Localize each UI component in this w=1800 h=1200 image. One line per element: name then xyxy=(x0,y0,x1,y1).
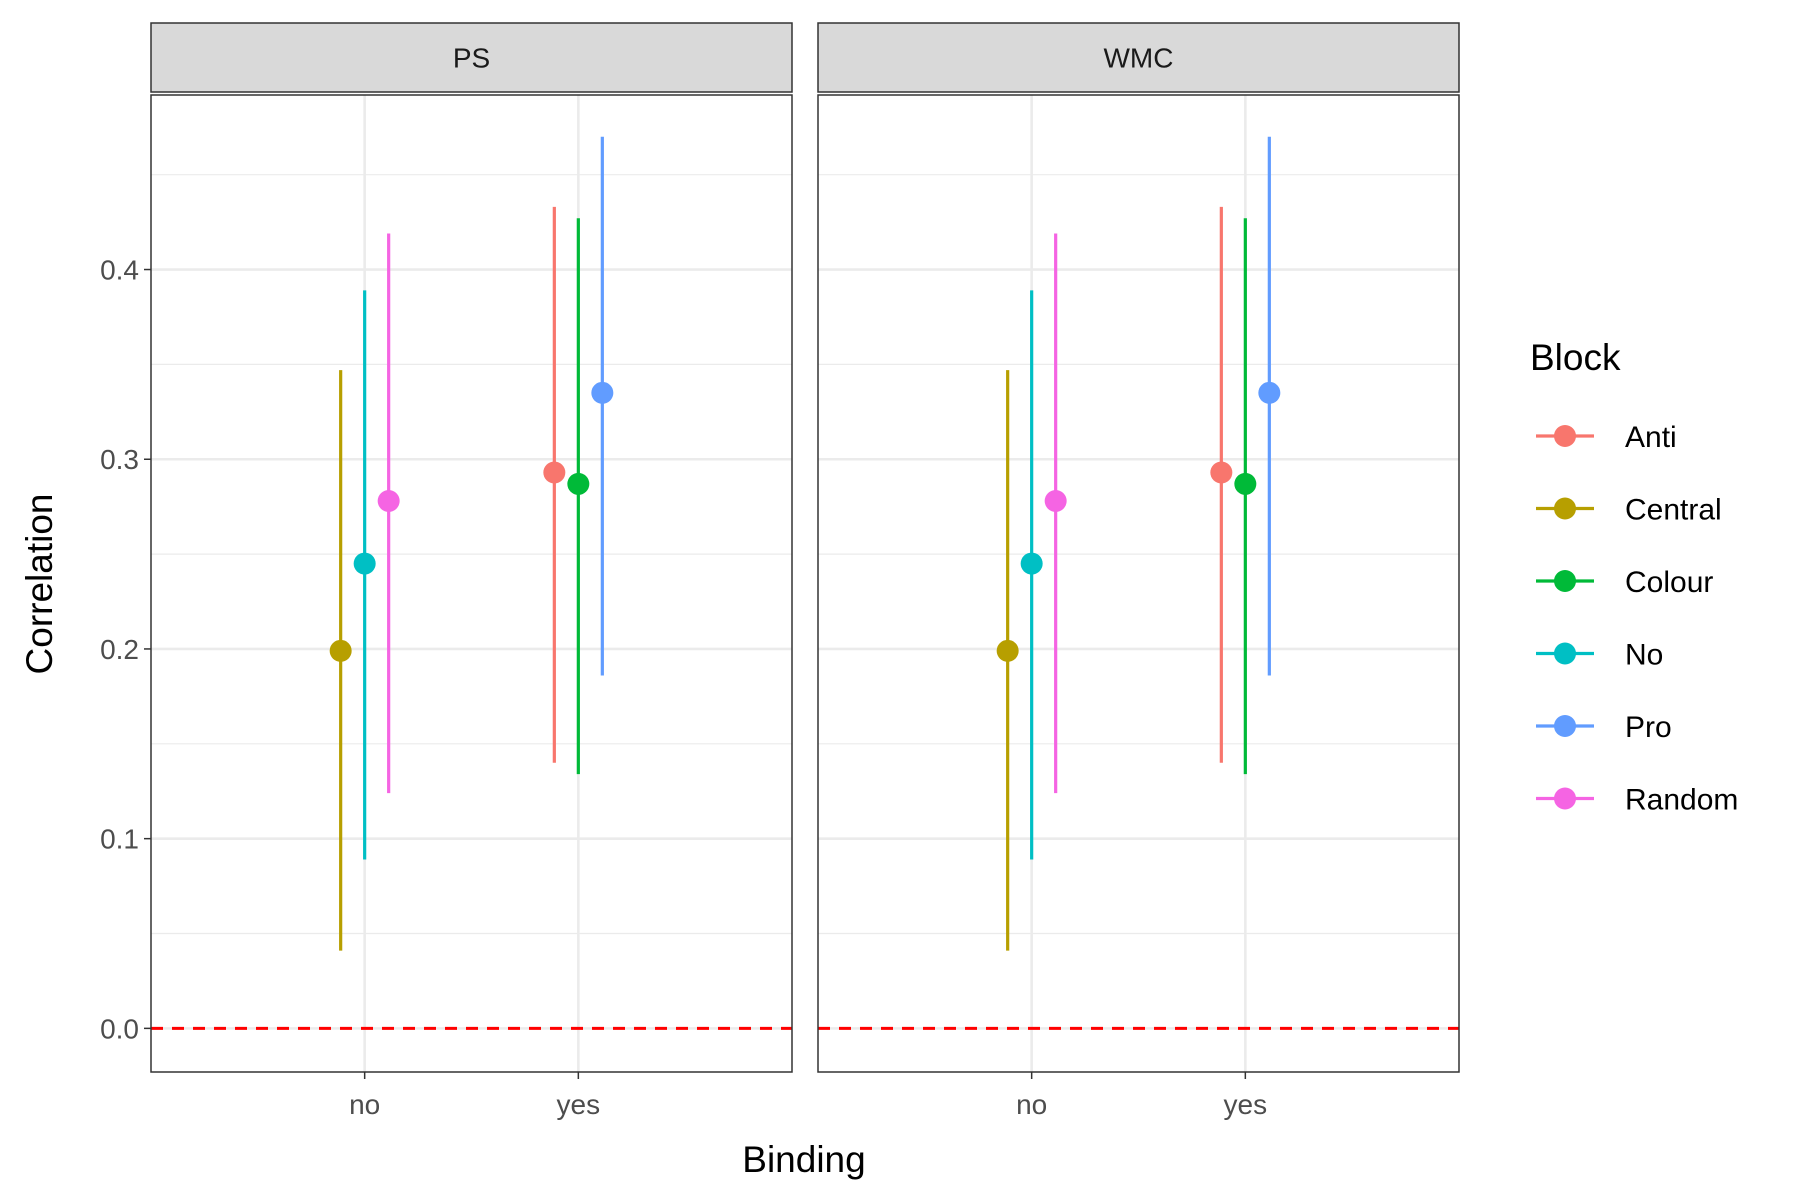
y-axis-title: Correlation xyxy=(19,494,60,675)
y-tick-label: 0.4 xyxy=(100,255,139,286)
facets-layer: PS no yes WMC no yes xyxy=(150,22,1460,1120)
facet-panel-ps: PS no yes xyxy=(150,22,793,1120)
point-random-no xyxy=(1044,489,1067,512)
legend-label-anti: Anti xyxy=(1625,421,1677,454)
legend-item-anti: Anti xyxy=(1536,421,1677,454)
point-pro-yes xyxy=(1258,381,1281,404)
panel-border xyxy=(150,94,793,1073)
x-tick-label-no: no xyxy=(1016,1089,1047,1120)
legend-item-colour: Colour xyxy=(1536,566,1713,599)
panel-border xyxy=(817,94,1460,1073)
legend-label-pro: Pro xyxy=(1625,711,1672,744)
x-axis-title: Binding xyxy=(742,1139,865,1180)
legend-key-point xyxy=(1554,642,1576,665)
facet-panel-wmc: WMC no yes xyxy=(817,22,1460,1120)
x-tick-label-yes: yes xyxy=(557,1089,601,1120)
y-axis: 0.0 0.1 0.2 0.3 0.4 xyxy=(100,255,151,1044)
legend-key-point xyxy=(1554,425,1576,447)
legend-key-point xyxy=(1554,570,1576,592)
point-central-no xyxy=(996,639,1019,662)
point-pro-yes xyxy=(591,381,614,404)
point-no-no xyxy=(353,552,376,575)
legend-title: Block xyxy=(1530,337,1621,378)
legend-item-random: Random xyxy=(1536,784,1738,817)
point-random-no xyxy=(377,489,400,512)
panel-background xyxy=(151,95,792,1072)
legend: Block Anti Central Colour No Pro Random xyxy=(1530,337,1738,817)
point-colour-yes xyxy=(1234,472,1257,495)
point-colour-yes xyxy=(567,472,590,495)
legend-label-central: Central xyxy=(1625,494,1722,527)
point-central-no xyxy=(329,639,352,662)
legend-item-pro: Pro xyxy=(1536,711,1672,744)
legend-key-point xyxy=(1554,497,1576,520)
legend-key-point xyxy=(1554,787,1576,810)
y-tick-label: 0.0 xyxy=(100,1013,139,1044)
point-anti-yes xyxy=(1210,461,1233,484)
y-tick-label: 0.2 xyxy=(100,634,139,665)
point-no-no xyxy=(1020,552,1043,575)
legend-item-central: Central xyxy=(1536,494,1722,527)
y-tick-label: 0.1 xyxy=(100,824,139,855)
x-tick-label-no: no xyxy=(349,1089,380,1120)
y-tick-label: 0.3 xyxy=(100,444,139,475)
panel-background xyxy=(818,95,1459,1072)
legend-label-no: No xyxy=(1625,639,1663,672)
legend-item-no: No xyxy=(1536,639,1663,672)
facet-strip xyxy=(817,22,1460,93)
legend-label-random: Random xyxy=(1625,784,1738,817)
legend-key-point xyxy=(1554,715,1576,737)
facet-strip-label: PS xyxy=(453,43,490,74)
point-anti-yes xyxy=(543,461,566,484)
x-tick-label-yes: yes xyxy=(1224,1089,1268,1120)
facet-strip-label: WMC xyxy=(1104,43,1174,74)
legend-label-colour: Colour xyxy=(1625,566,1713,599)
facet-strip xyxy=(150,22,793,93)
